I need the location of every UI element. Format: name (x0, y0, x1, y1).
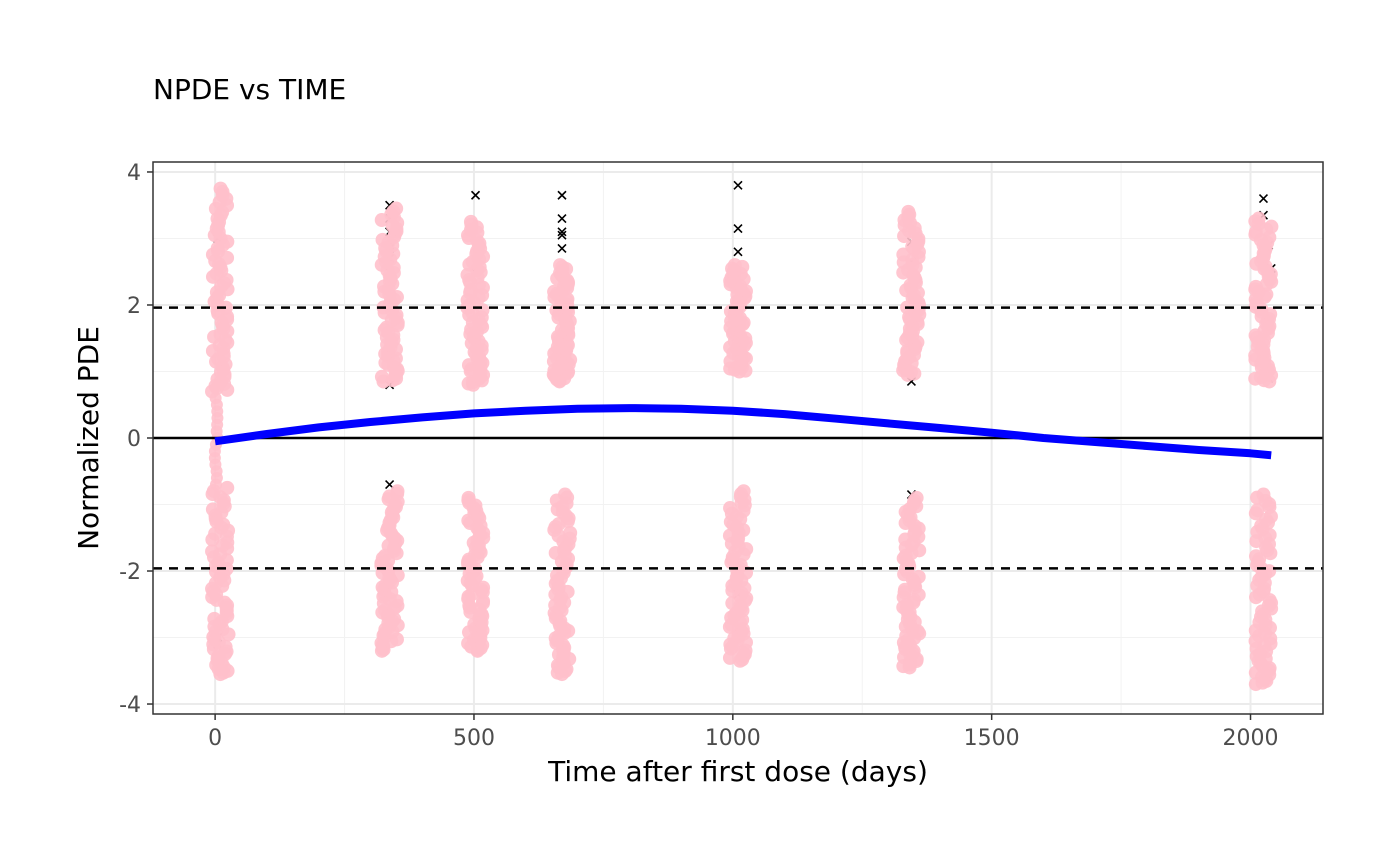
data-point (909, 490, 924, 505)
data-point (461, 490, 476, 505)
x-tick-label: 1500 (964, 726, 1020, 751)
y-tick-label: 4 (127, 161, 141, 186)
x-axis-title: Time after first dose (days) (547, 755, 928, 788)
data-point (1248, 279, 1263, 294)
cross-marker (557, 227, 567, 237)
data-point (736, 484, 751, 499)
data-point (476, 580, 491, 595)
x-tick-label: 2000 (1223, 726, 1279, 751)
data-point (1264, 219, 1279, 234)
data-point (207, 611, 222, 626)
chart-title: NPDE vs TIME (153, 73, 346, 106)
smooth-curve (214, 404, 1272, 460)
data-point (390, 484, 405, 499)
data-point (558, 487, 573, 502)
y-tick-label: -2 (119, 560, 141, 585)
data-point (205, 502, 220, 517)
data-point (389, 201, 404, 216)
cross-marker (733, 223, 743, 234)
data-point (727, 258, 742, 273)
data-point (723, 501, 738, 516)
data-point (1248, 549, 1263, 564)
cross-marker (470, 190, 481, 200)
y-axis-title: Normalized PDE (72, 326, 105, 550)
y-tick-label: 2 (127, 294, 141, 319)
cross-marker (557, 213, 567, 224)
data-point (375, 232, 390, 247)
cross-marker (733, 180, 743, 190)
data-point (463, 214, 478, 229)
data-point (553, 258, 568, 273)
data-point (1250, 503, 1265, 518)
cross-marker (1258, 194, 1269, 204)
plot-layer: 0 500 1000 1500 2000 -4 -2 0 2 4 (119, 161, 1324, 751)
y-tick-label: -4 (119, 693, 141, 718)
cross-marker (557, 230, 567, 240)
data-point (213, 181, 228, 196)
data-point (209, 392, 222, 405)
data-point (563, 525, 578, 540)
data-point (205, 544, 220, 559)
data-point (1256, 487, 1271, 502)
x-tick-label: 1000 (705, 726, 761, 751)
data-point (374, 369, 389, 384)
x-tick-label: 0 (208, 726, 222, 751)
cross-marker (557, 243, 567, 254)
cross-marker (557, 190, 567, 200)
data-point (1251, 211, 1266, 226)
data-point (901, 204, 916, 219)
data-point (911, 569, 926, 584)
x-tick-label: 500 (453, 726, 495, 751)
y-tick-label: 0 (127, 427, 141, 452)
cross-marker (733, 247, 743, 257)
data-point (220, 480, 235, 495)
